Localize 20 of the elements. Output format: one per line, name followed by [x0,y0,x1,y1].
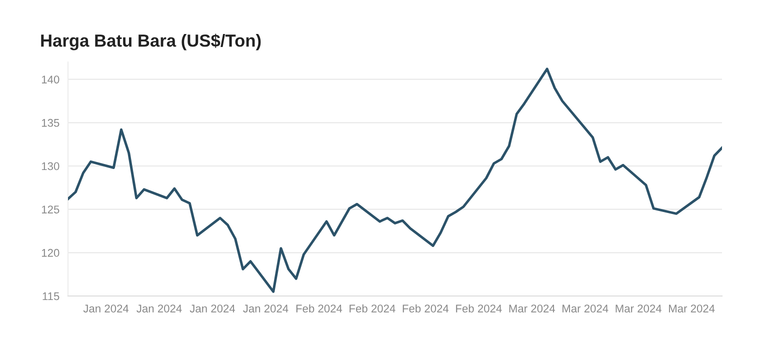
y-tick-label: 120 [42,248,60,257]
x-tick-label: Mar 2024 [562,304,608,312]
line-series [68,68,722,293]
x-tick-label: Feb 2024 [350,304,396,312]
y-tick-label: 115 [42,292,60,300]
x-tick-label: Jan 2024 [136,304,182,312]
y-tick-label: 135 [42,118,60,127]
y-tick-label: 130 [42,162,60,170]
x-tick-label: Mar 2024 [509,304,556,312]
x-tick-label: Feb 2024 [296,304,342,312]
chart-title: Harga Batu Bara (US$/Ton) [41,34,261,50]
y-tick-label: 125 [42,206,60,214]
x-tick-label: Jan 2024 [83,304,129,312]
x-tick-label: Mar 2024 [616,304,662,312]
x-tick-label: Mar 2024 [669,304,715,312]
x-tick-label: Jan 2024 [243,304,288,312]
x-tick-label: Feb 2024 [456,304,502,312]
x-tick-label: Jan 2024 [190,304,236,312]
y-tick-label: 140 [42,76,60,84]
x-tick-label: Feb 2024 [402,304,449,312]
